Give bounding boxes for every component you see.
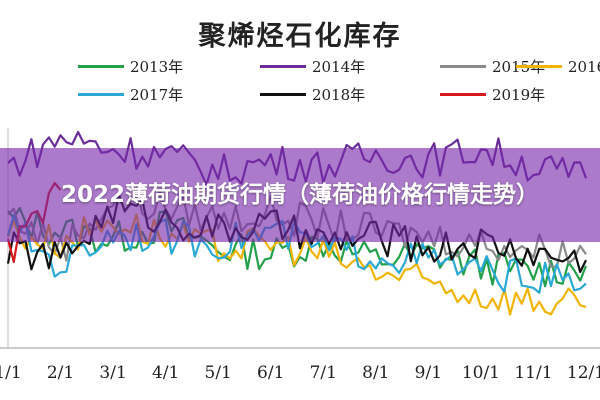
legend-item: 2013年: [78, 56, 183, 77]
x-tick-label: 6/1: [257, 363, 284, 383]
legend-item: 2017年: [78, 84, 183, 105]
x-tick-label: 4/1: [152, 363, 179, 383]
x-tick-label: 5/1: [205, 363, 232, 383]
legend-item: 2018年: [260, 84, 365, 105]
legend-swatch: [260, 65, 306, 68]
x-tick-label: 7/1: [310, 363, 337, 383]
x-tick-label: 3/1: [99, 363, 126, 383]
legend-label: 2014年: [312, 58, 366, 76]
x-tick-label: 1/1: [0, 363, 22, 383]
x-tick-label: 9/1: [415, 363, 442, 383]
x-tick-label: 10/1: [462, 363, 500, 383]
legend-label: 2013年: [130, 58, 184, 76]
legend-swatch: [440, 65, 486, 68]
legend-label: 2016年: [568, 58, 600, 76]
legend-swatch: [440, 93, 486, 96]
legend-swatch: [78, 93, 124, 96]
legend-label: 2019年: [492, 86, 546, 104]
legend-swatch: [516, 65, 562, 68]
x-tick-label: 12/1: [567, 363, 600, 383]
x-tick-label: 2/1: [47, 363, 74, 383]
legend-item: 2014年: [260, 56, 365, 77]
legend-label: 2017年: [130, 86, 184, 104]
chart-title: 聚烯烃石化库存: [198, 21, 402, 52]
legend-item: 2016年: [516, 56, 600, 77]
legend-label: 2018年: [312, 86, 366, 104]
legend-swatch: [78, 65, 124, 68]
legend-item: 2019年: [440, 84, 545, 105]
headline-banner: 2022薄荷油期货行情（薄荷油价格行情走势）: [0, 148, 600, 242]
x-tick-label: 11/1: [514, 363, 552, 383]
x-tick-label: 8/1: [362, 363, 389, 383]
headline-text: 2022薄荷油期货行情（薄荷油价格行情走势）: [60, 182, 539, 208]
legend-swatch: [260, 93, 306, 96]
